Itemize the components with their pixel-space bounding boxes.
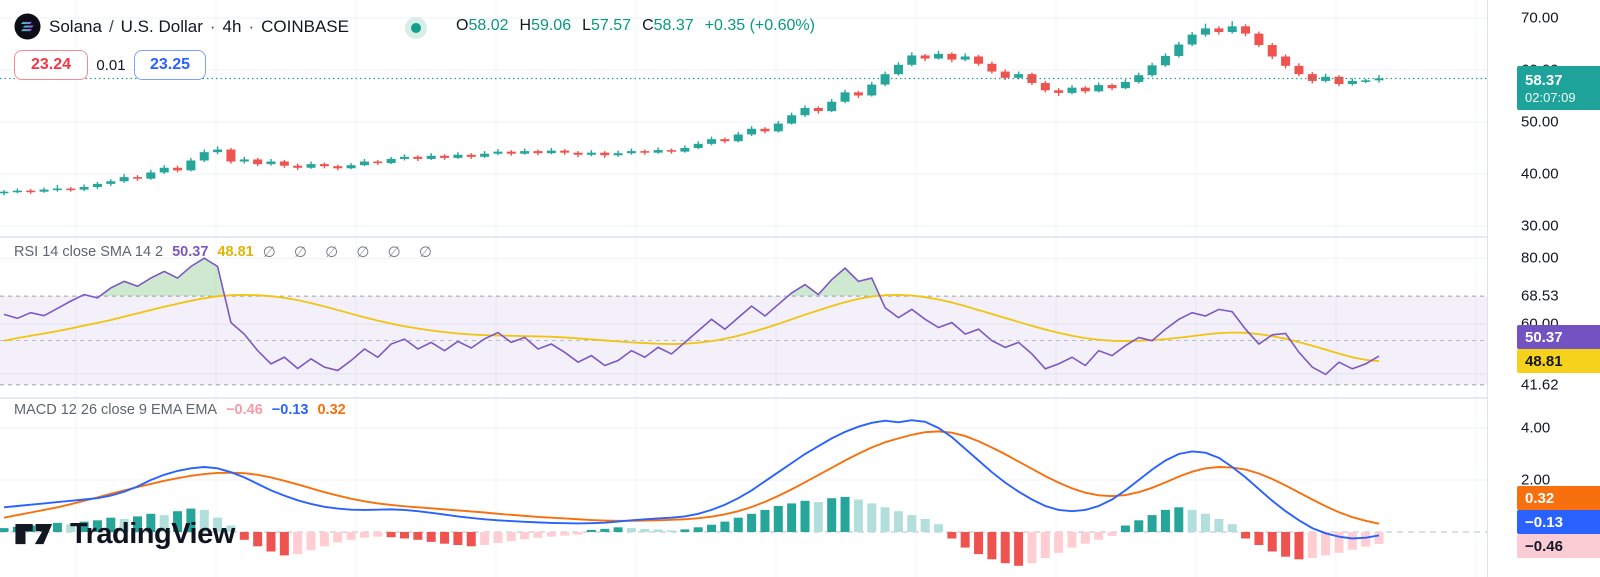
symbol-separator: / <box>108 16 114 36</box>
price-scale[interactable]: 58.37 02:07:09 50.37 48.81 0.32 −0.13 −0… <box>1487 0 1600 577</box>
macd-line-value: −0.13 <box>271 402 309 418</box>
low-label: L <box>582 17 592 34</box>
high-label: H <box>519 17 532 34</box>
exchange-name[interactable]: COINBASE <box>261 16 349 36</box>
symbol-header: Solana / U.S. Dollar · 4h · COINBASE <box>14 13 349 40</box>
macd-tick: 2.00 <box>1521 471 1551 489</box>
price-tick: 50.00 <box>1521 113 1559 131</box>
macd-line-axis-badge: −0.13 <box>1517 510 1600 534</box>
macd-tick: 4.00 <box>1521 419 1551 437</box>
rsi-legend-text[interactable]: RSI 14 close SMA 14 2 <box>14 244 164 260</box>
open-value: 58.02 <box>468 17 509 34</box>
tradingview-logo-icon <box>15 523 53 545</box>
ohlc-readout: O58.02 H59.06 L57.57 C58.37 +0.35 (+0.60… <box>456 17 815 35</box>
close-value: 58.37 <box>653 17 694 34</box>
tradingview-watermark[interactable]: TradingView <box>14 515 235 553</box>
tradingview-logo-text: TradingView <box>70 517 235 550</box>
buy-button[interactable]: 23.25 <box>134 50 206 80</box>
price-tick: 30.00 <box>1521 217 1559 235</box>
exchange-separator: · <box>248 16 255 36</box>
macd-signal-axis-badge: 0.32 <box>1517 486 1600 510</box>
bar-countdown: 02:07:09 <box>1525 89 1576 105</box>
rsi-legend: RSI 14 close SMA 14 2 50.37 48.81 ∅ ∅ ∅ … <box>14 243 439 261</box>
close-label: C <box>642 17 654 34</box>
spread-value: 0.01 <box>96 56 126 74</box>
price-tick: 70.00 <box>1521 9 1559 27</box>
interval-separator: · <box>209 16 216 36</box>
panel-separator-main-rsi[interactable] <box>0 236 1487 238</box>
macd-hist-axis-badge: −0.46 <box>1517 534 1600 558</box>
rsi-tick: 80.00 <box>1521 249 1559 267</box>
open-label: O <box>456 17 469 34</box>
rsi-axis-badge: 50.37 <box>1517 325 1600 349</box>
market-status-dot[interactable] <box>405 17 427 39</box>
sell-button[interactable]: 23.24 <box>14 50 88 80</box>
macd-hist-value: −0.46 <box>226 402 263 418</box>
low-value: 57.57 <box>591 17 632 34</box>
change-value: +0.35 (+0.60%) <box>704 17 815 34</box>
macd-legend: MACD 12 26 close 9 EMA EMA −0.46 −0.13 0… <box>14 402 346 418</box>
rsi-sma-axis-badge: 48.81 <box>1517 349 1600 373</box>
symbol-name[interactable]: Solana <box>49 16 102 36</box>
panel-separator-rsi-macd[interactable] <box>0 397 1487 399</box>
solana-logo-icon <box>14 13 41 40</box>
interval-button[interactable]: 4h <box>222 16 242 36</box>
chart-canvas[interactable] <box>0 0 1488 577</box>
high-value: 59.06 <box>531 17 572 34</box>
rsi-current-value: 50.37 <box>172 244 209 260</box>
rsi-tick: 41.62 <box>1521 376 1559 394</box>
last-price-value: 58.37 <box>1525 71 1563 89</box>
macd-legend-text[interactable]: MACD 12 26 close 9 EMA EMA <box>14 402 218 418</box>
macd-signal-value: 0.32 <box>317 402 346 418</box>
rsi-sma-value: 48.81 <box>217 244 254 260</box>
rsi-tick: 68.53 <box>1521 287 1559 305</box>
price-tick: 40.00 <box>1521 165 1559 183</box>
symbol-market[interactable]: U.S. Dollar <box>120 16 203 36</box>
last-price-badge: 58.37 02:07:09 <box>1517 66 1600 110</box>
rsi-empty-values: ∅ ∅ ∅ ∅ ∅ ∅ <box>262 244 439 261</box>
